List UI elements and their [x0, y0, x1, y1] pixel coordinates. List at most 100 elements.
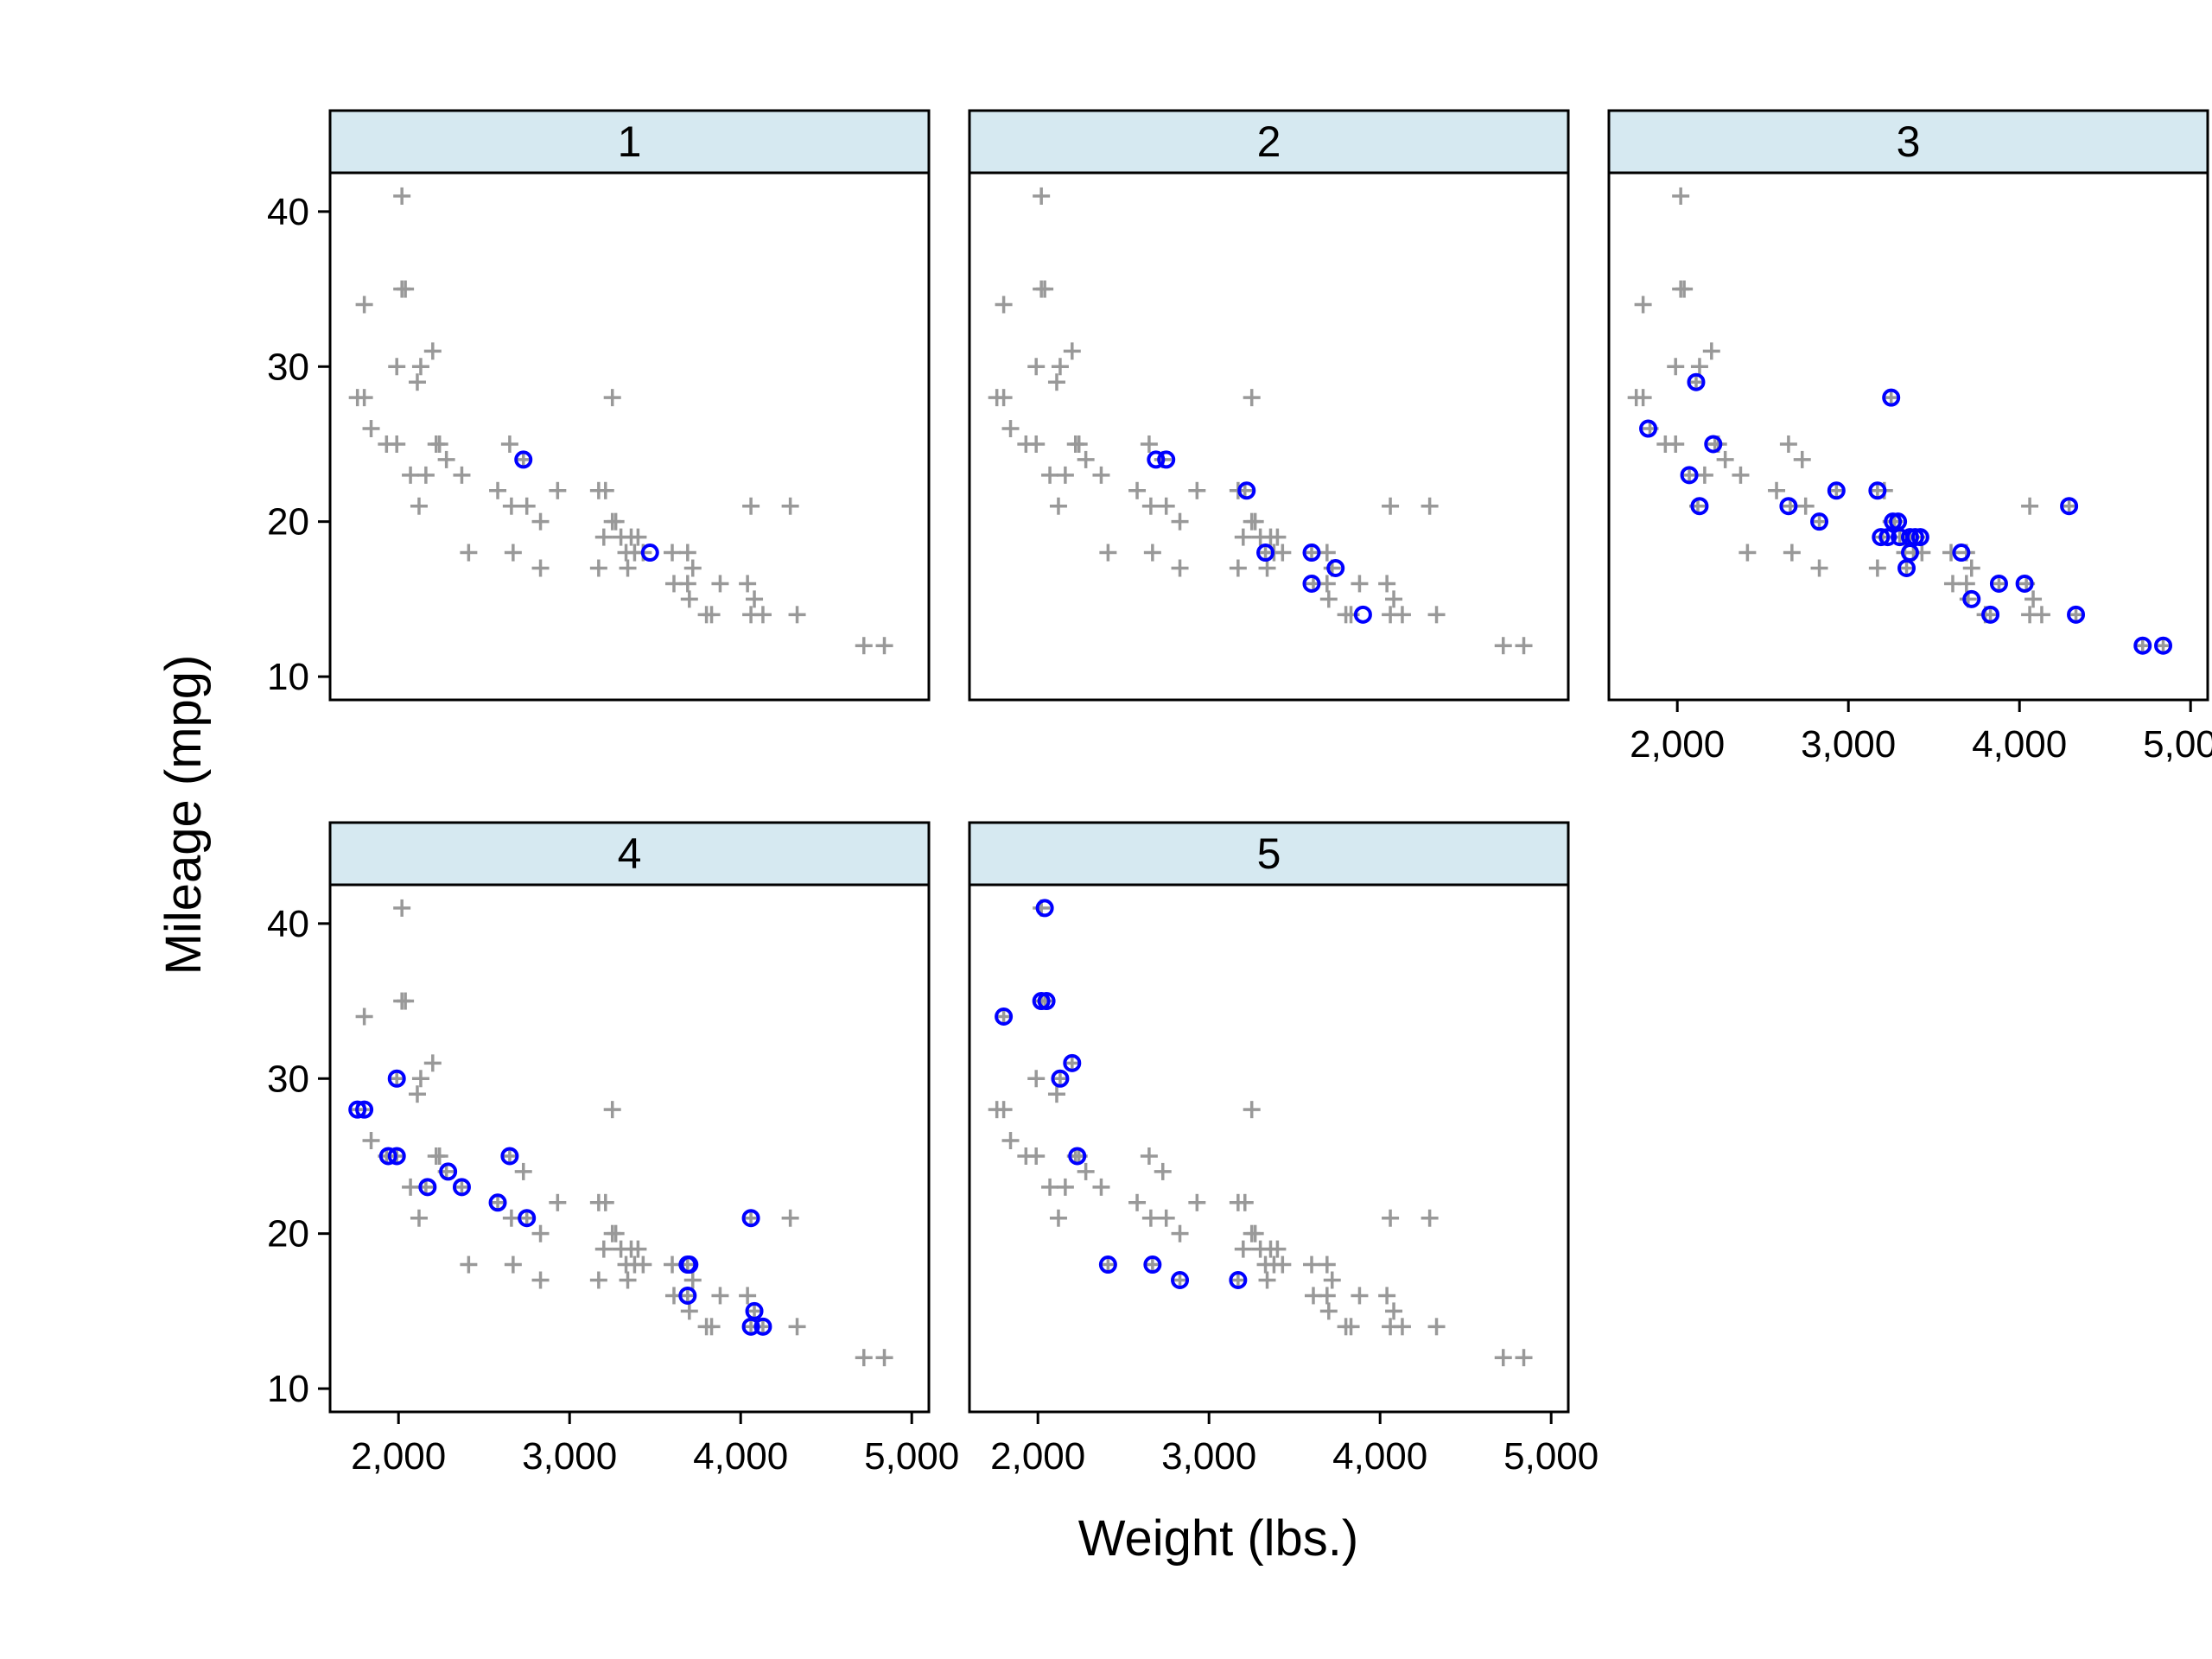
background-point [594, 528, 613, 546]
background-point [1702, 342, 1720, 360]
highlight-point [640, 543, 659, 563]
background-point [1188, 481, 1206, 499]
background-point [697, 606, 715, 624]
background-point [1796, 497, 1815, 515]
highlight-point [1690, 497, 1709, 516]
background-point [1810, 559, 1828, 577]
facet-panel-2: 2 [968, 109, 1570, 702]
y-tick-label: 20 [267, 1213, 309, 1255]
background-point [1229, 559, 1247, 577]
highlight-point [387, 1147, 406, 1166]
background-point [460, 1255, 478, 1274]
background-point [1393, 1318, 1411, 1336]
background-point [1056, 1178, 1074, 1196]
background-point [411, 1070, 429, 1088]
background-point [1188, 1193, 1206, 1211]
background-point [1246, 1224, 1264, 1243]
background-point [683, 559, 702, 577]
background-point [502, 1209, 520, 1227]
background-point [1319, 1302, 1338, 1320]
background-point [753, 606, 772, 624]
highlight-point [1037, 992, 1056, 1011]
plot-area [968, 883, 1570, 1414]
background-point [875, 637, 893, 655]
background-point [680, 1302, 698, 1320]
background-point [1318, 575, 1336, 593]
y-tick-label: 40 [267, 191, 309, 233]
highlight-point [2060, 497, 2079, 516]
background-point [408, 1085, 426, 1103]
background-point [1027, 358, 1046, 376]
background-point [1027, 435, 1046, 453]
highlight-point [1353, 605, 1372, 624]
highlight-point [1098, 1255, 1117, 1274]
highlight-point [439, 1162, 458, 1181]
background-point [788, 1318, 806, 1336]
facet-label: 1 [618, 118, 642, 166]
background-point [1268, 528, 1287, 546]
background-point [1942, 543, 1960, 562]
highlight-point [1063, 1053, 1082, 1072]
background-point [1027, 1070, 1046, 1088]
facet-label: 3 [1897, 118, 1921, 166]
background-point [1143, 543, 1161, 562]
x-tick-label: 3,000 [1801, 723, 1896, 766]
background-point [746, 590, 764, 608]
background-point [1675, 280, 1694, 298]
background-point [502, 497, 520, 515]
background-point [1157, 497, 1175, 515]
background-point [1303, 1255, 1320, 1274]
background-point [362, 1132, 380, 1150]
background-point [1494, 637, 1512, 655]
background-point [514, 1162, 532, 1180]
highlight-point [1779, 497, 1798, 516]
background-point [607, 1224, 625, 1243]
highlight-point [1068, 1147, 1087, 1166]
highlight-point [1827, 481, 1846, 500]
highlight-point [488, 1193, 507, 1212]
background-point [1318, 1255, 1336, 1274]
background-point [607, 512, 625, 531]
background-point [680, 590, 698, 608]
highlight-point [1704, 435, 1723, 454]
highlight-point [1051, 1069, 1070, 1088]
y-tick-label: 20 [267, 501, 309, 543]
background-point [995, 1101, 1013, 1119]
highlight-point [1157, 450, 1176, 469]
x-tick-label: 2,000 [351, 1435, 446, 1478]
background-point [1385, 1302, 1403, 1320]
background-point [781, 497, 799, 515]
highlight-point [2015, 574, 2034, 593]
background-point [1667, 358, 1685, 376]
background-point [397, 280, 415, 298]
plot-area [1607, 171, 2209, 702]
background-point [1378, 575, 1396, 593]
background-point [355, 389, 373, 407]
background-point [355, 1007, 373, 1026]
background-point [1421, 497, 1439, 515]
highlight-point [1229, 1271, 1248, 1289]
background-point [388, 435, 406, 453]
facet-panel-5: 5 [968, 821, 1570, 1414]
background-point [1141, 497, 1160, 515]
background-point [531, 1224, 550, 1243]
background-point [500, 435, 518, 453]
background-point [355, 296, 373, 314]
highlight-point [355, 1100, 374, 1119]
background-point [1070, 435, 1088, 453]
background-point [2032, 606, 2050, 624]
facet-strip [328, 821, 931, 887]
background-point [1077, 450, 1095, 468]
background-point [2021, 497, 2039, 515]
background-point [697, 1318, 715, 1336]
background-point [1049, 1209, 1067, 1227]
highlight-point [1326, 559, 1345, 577]
background-point [629, 528, 647, 546]
background-point [1319, 590, 1338, 608]
y-tick-label: 30 [267, 1058, 309, 1100]
background-point [1793, 450, 1811, 468]
facet-strip [328, 109, 931, 175]
highlight-point [1878, 528, 1897, 547]
background-point [619, 559, 637, 577]
background-point [416, 466, 435, 484]
